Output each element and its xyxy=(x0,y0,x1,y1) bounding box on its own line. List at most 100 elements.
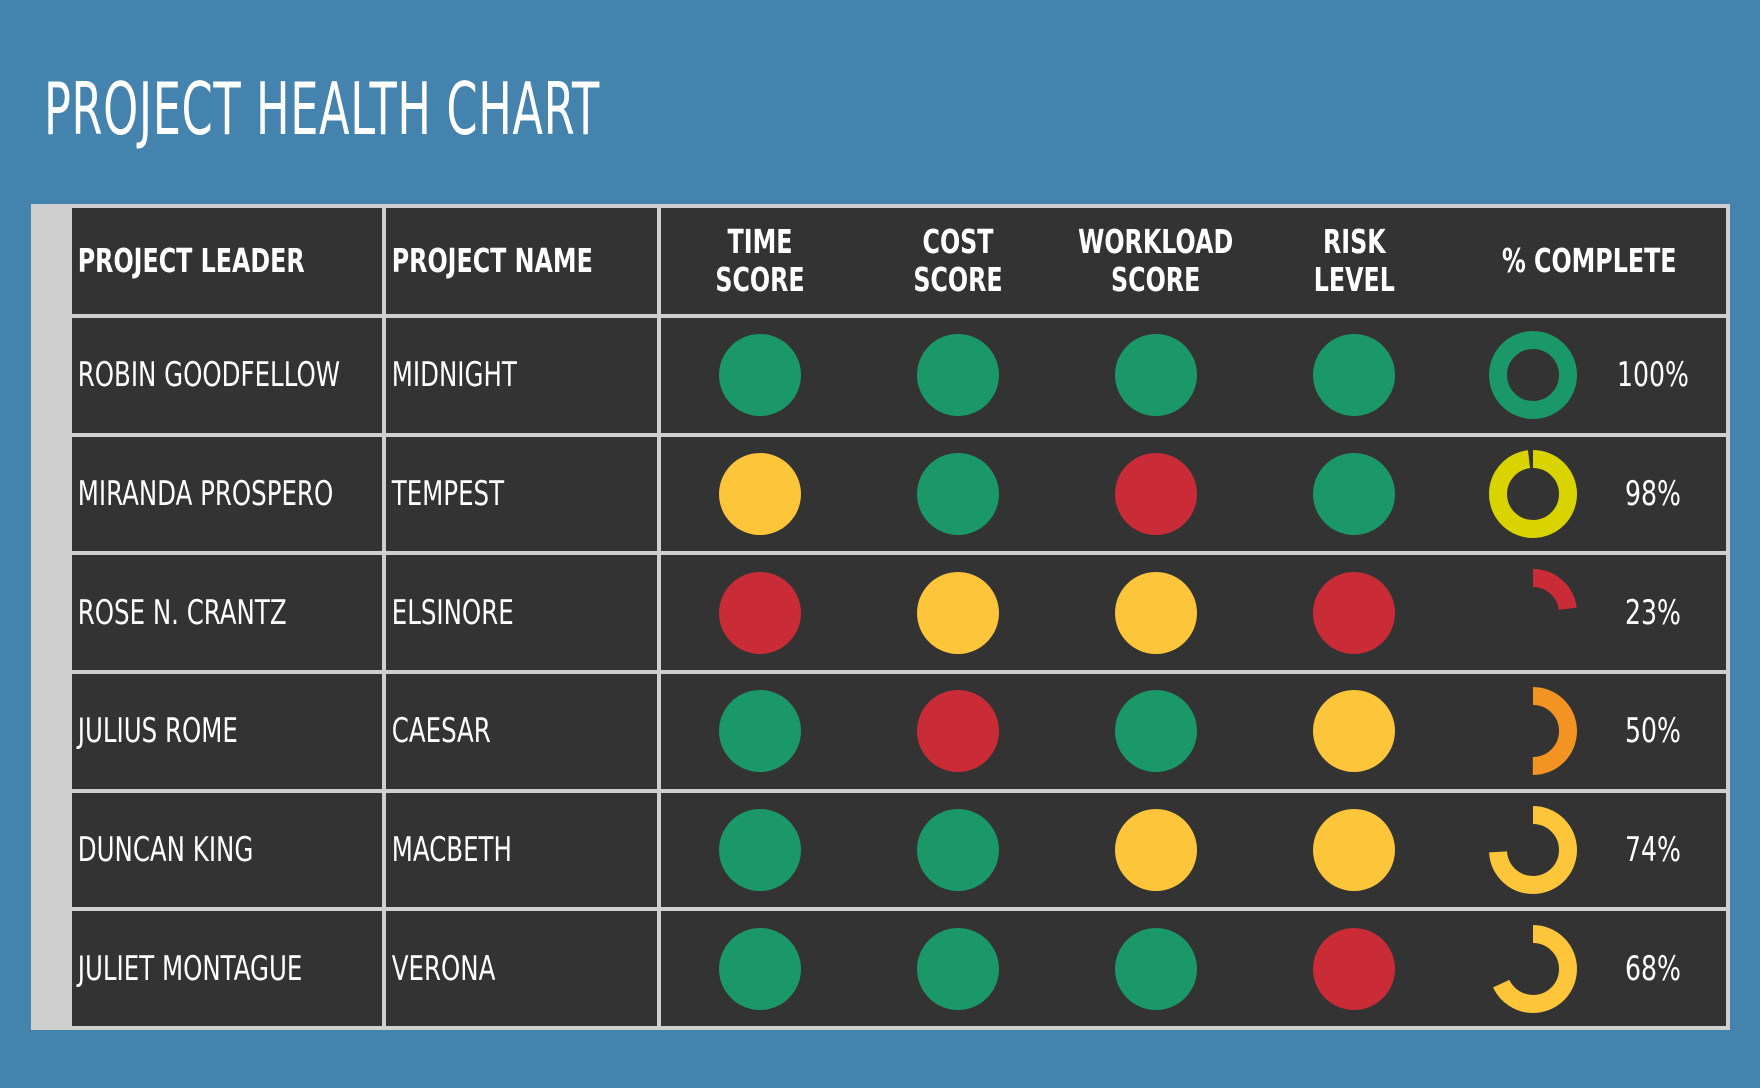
risk-status-dot xyxy=(1313,334,1395,417)
table-row: ROSE N. CRANTZ ELSINORE 23% xyxy=(72,555,1726,670)
cell-scores: 23% xyxy=(661,555,1726,670)
project-name: MACBETH xyxy=(391,829,512,870)
complete-arc xyxy=(1489,924,1577,1013)
risk-status-dot xyxy=(1313,808,1395,891)
header-project-leader: PROJECT LEADER xyxy=(72,208,382,314)
header-workload-line2: SCORE xyxy=(1111,260,1201,299)
time-status-dot xyxy=(719,571,801,654)
project-name: MIDNIGHT xyxy=(391,355,517,396)
header-time-line2: SCORE xyxy=(715,260,805,299)
cell-project-leader: JULIUS ROME xyxy=(72,673,382,789)
percent-complete-label: 98% xyxy=(1625,473,1681,514)
cost-status-dot xyxy=(917,808,999,891)
workload-status-dot xyxy=(1115,927,1197,1010)
header-time-line1: TIME xyxy=(727,222,793,261)
risk-status-dot xyxy=(1313,690,1395,773)
header-cost-line1: COST xyxy=(922,222,994,261)
cell-project-name: VERONA xyxy=(386,911,657,1026)
health-table: PROJECT LEADER PROJECT NAME TIME SCORE C… xyxy=(68,204,1730,1030)
cell-scores: 100% xyxy=(661,318,1726,433)
table-row: JULIUS ROME CAESAR 50% xyxy=(72,673,1726,789)
header-risk-level: RISK LEVEL xyxy=(1255,223,1453,299)
table-row: DUNCAN KING MACBETH 74% xyxy=(72,792,1726,908)
complete-arc xyxy=(1489,805,1577,894)
workload-status-dot xyxy=(1115,452,1197,535)
cell-project-name: MIDNIGHT xyxy=(386,318,657,433)
header-risk-line2: LEVEL xyxy=(1313,260,1395,299)
project-leader: ROSE N. CRANTZ xyxy=(77,592,287,633)
workload-status-dot xyxy=(1115,571,1197,654)
cell-scores: 74% xyxy=(661,792,1726,908)
workload-status-dot xyxy=(1115,334,1197,417)
project-name: VERONA xyxy=(391,948,496,989)
header-scores: TIME SCORE COST SCORE WORKLOAD SCO xyxy=(661,208,1726,314)
header-project-leader-label: PROJECT LEADER xyxy=(77,241,305,280)
percent-complete-label: 50% xyxy=(1625,711,1681,752)
header-percent-complete: % COMPLETE xyxy=(1453,242,1726,280)
workload-status-dot xyxy=(1115,690,1197,773)
workload-status-dot xyxy=(1115,808,1197,891)
cell-project-name: CAESAR xyxy=(386,673,657,789)
cell-project-leader: ROBIN GOODFELLOW xyxy=(72,318,382,433)
percent-complete-label: 100% xyxy=(1617,355,1689,396)
complete-donut xyxy=(1487,685,1579,777)
risk-status-dot xyxy=(1313,927,1395,1010)
cell-project-name: MACBETH xyxy=(386,792,657,908)
header-cost-score: COST SCORE xyxy=(859,223,1057,299)
complete-donut xyxy=(1487,923,1579,1015)
cell-project-leader: JULIET MONTAGUE xyxy=(72,911,382,1026)
time-status-dot xyxy=(719,808,801,891)
project-leader: DUNCAN KING xyxy=(77,829,254,870)
cell-scores: 98% xyxy=(661,436,1726,552)
page-title: PROJECT HEALTH CHART xyxy=(44,67,600,151)
cost-status-dot xyxy=(917,452,999,535)
table-row: MIRANDA PROSPERO TEMPEST 98% xyxy=(72,436,1726,552)
header-time-score: TIME SCORE xyxy=(661,223,859,299)
project-name: TEMPEST xyxy=(391,473,505,514)
cell-project-leader: DUNCAN KING xyxy=(72,792,382,908)
cell-project-name: ELSINORE xyxy=(386,555,657,670)
header-project-name: PROJECT NAME xyxy=(386,208,657,314)
risk-status-dot xyxy=(1313,452,1395,535)
percent-complete-label: 68% xyxy=(1625,948,1681,989)
project-leader: JULIET MONTAGUE xyxy=(77,948,303,989)
cell-project-leader: MIRANDA PROSPERO xyxy=(72,436,382,552)
cost-status-dot xyxy=(917,927,999,1010)
complete-arc xyxy=(1489,449,1577,538)
complete-arc xyxy=(1489,331,1577,420)
project-leader: ROBIN GOODFELLOW xyxy=(77,355,340,396)
complete-donut xyxy=(1487,567,1579,659)
project-name: CAESAR xyxy=(391,711,491,752)
complete-arc xyxy=(1489,687,1577,776)
header-cost-line2: SCORE xyxy=(913,260,1003,299)
header-percent-complete-label: % COMPLETE xyxy=(1502,241,1677,280)
complete-donut xyxy=(1487,804,1579,896)
time-status-dot xyxy=(719,452,801,535)
time-status-dot xyxy=(719,334,801,417)
cost-status-dot xyxy=(917,334,999,417)
complete-donut xyxy=(1487,329,1579,421)
project-name: ELSINORE xyxy=(391,592,514,633)
cell-project-name: TEMPEST xyxy=(386,436,657,552)
complete-arc xyxy=(1489,568,1577,657)
percent-complete-label: 74% xyxy=(1625,829,1681,870)
project-leader: MIRANDA PROSPERO xyxy=(77,473,334,514)
header-project-name-label: PROJECT NAME xyxy=(391,241,593,280)
cell-project-leader: ROSE N. CRANTZ xyxy=(72,555,382,670)
cost-status-dot xyxy=(917,571,999,654)
risk-status-dot xyxy=(1313,571,1395,654)
table-row: ROBIN GOODFELLOW MIDNIGHT 100% xyxy=(72,318,1726,433)
percent-complete-label: 23% xyxy=(1625,592,1681,633)
project-leader: JULIUS ROME xyxy=(77,711,238,752)
header-row: PROJECT LEADER PROJECT NAME TIME SCORE C… xyxy=(72,208,1726,314)
header-workload-line1: WORKLOAD xyxy=(1078,222,1234,261)
table-row: JULIET MONTAGUE VERONA 68% xyxy=(72,911,1726,1026)
complete-donut xyxy=(1487,448,1579,540)
time-status-dot xyxy=(719,690,801,773)
cell-scores: 68% xyxy=(661,911,1726,1026)
cell-scores: 50% xyxy=(661,673,1726,789)
header-workload-score: WORKLOAD SCORE xyxy=(1057,223,1255,299)
header-risk-line1: RISK xyxy=(1322,222,1386,261)
cost-status-dot xyxy=(917,690,999,773)
time-status-dot xyxy=(719,927,801,1010)
